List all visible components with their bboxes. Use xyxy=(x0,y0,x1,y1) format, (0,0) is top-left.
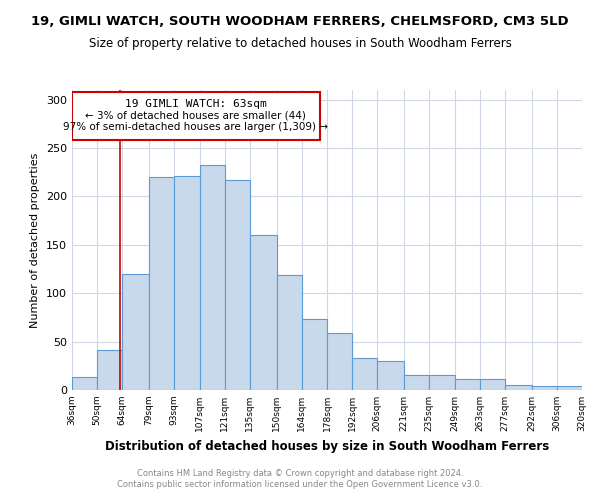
Bar xyxy=(175,176,199,390)
Bar xyxy=(224,180,250,390)
Bar xyxy=(122,274,149,390)
Bar xyxy=(430,376,455,390)
Bar xyxy=(377,361,404,390)
Bar xyxy=(557,386,582,390)
Y-axis label: Number of detached properties: Number of detached properties xyxy=(31,152,40,328)
Bar xyxy=(250,235,277,390)
Bar xyxy=(149,177,175,390)
Bar xyxy=(532,386,557,390)
Text: Contains HM Land Registry data © Crown copyright and database right 2024.: Contains HM Land Registry data © Crown c… xyxy=(137,468,463,477)
Text: 97% of semi-detached houses are larger (1,309) →: 97% of semi-detached houses are larger (… xyxy=(64,122,328,132)
Bar xyxy=(505,385,532,390)
Bar xyxy=(455,380,479,390)
Bar xyxy=(199,166,224,390)
Text: 19, GIMLI WATCH, SOUTH WOODHAM FERRERS, CHELMSFORD, CM3 5LD: 19, GIMLI WATCH, SOUTH WOODHAM FERRERS, … xyxy=(31,15,569,28)
FancyBboxPatch shape xyxy=(72,92,320,140)
Bar xyxy=(352,358,377,390)
Bar xyxy=(97,350,122,390)
Bar xyxy=(479,380,505,390)
Bar xyxy=(277,275,302,390)
Bar xyxy=(404,376,430,390)
X-axis label: Distribution of detached houses by size in South Woodham Ferrers: Distribution of detached houses by size … xyxy=(105,440,549,452)
Text: ← 3% of detached houses are smaller (44): ← 3% of detached houses are smaller (44) xyxy=(85,110,307,120)
Text: 19 GIMLI WATCH: 63sqm: 19 GIMLI WATCH: 63sqm xyxy=(125,98,267,108)
Text: Contains public sector information licensed under the Open Government Licence v3: Contains public sector information licen… xyxy=(118,480,482,489)
Bar xyxy=(302,320,327,390)
Bar xyxy=(327,333,352,390)
Bar xyxy=(72,378,97,390)
Text: Size of property relative to detached houses in South Woodham Ferrers: Size of property relative to detached ho… xyxy=(89,38,511,51)
